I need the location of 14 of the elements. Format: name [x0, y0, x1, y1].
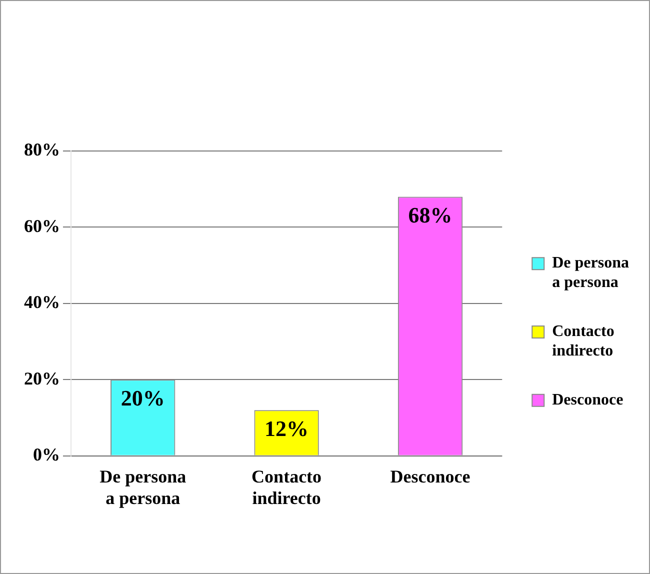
y-tick-label: 0%: [33, 444, 60, 464]
y-tick-label: 20%: [24, 368, 60, 388]
x-tick-label: Desconoce: [390, 466, 470, 486]
legend-label: De persona a persona: [552, 254, 630, 291]
y-tick-label: 60%: [24, 216, 60, 236]
data-label: 68%: [408, 202, 452, 228]
legend-label: Contacto indirecto: [552, 323, 614, 360]
y-tick-label: 80%: [24, 140, 60, 160]
x-tick-label: De persona a persona: [100, 466, 186, 508]
y-tick-label: 40%: [24, 292, 60, 312]
x-tick-label: Contacto indirecto: [252, 466, 322, 508]
data-label: 12%: [264, 416, 309, 441]
legend-label: Desconoce: [552, 392, 624, 409]
data-label: 20%: [120, 385, 165, 410]
